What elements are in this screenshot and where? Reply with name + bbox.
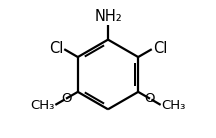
- Text: NH₂: NH₂: [94, 9, 122, 24]
- Text: Cl: Cl: [153, 41, 167, 56]
- Text: O: O: [145, 92, 155, 105]
- Text: CH₃: CH₃: [30, 99, 55, 112]
- Text: O: O: [61, 92, 71, 105]
- Text: CH₃: CH₃: [161, 99, 186, 112]
- Text: Cl: Cl: [49, 41, 63, 56]
